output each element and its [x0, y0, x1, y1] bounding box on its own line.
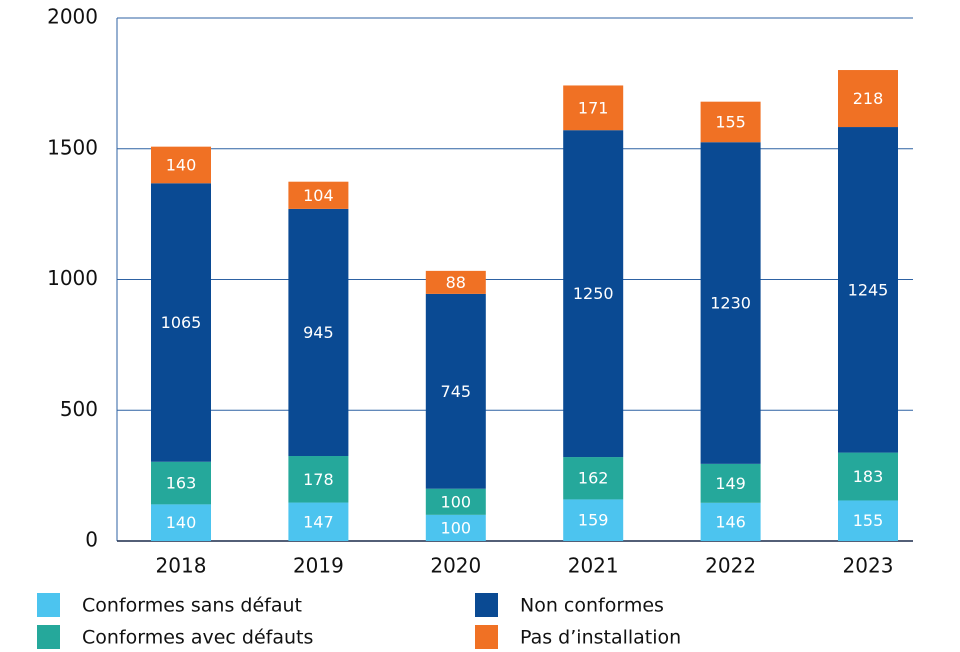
y-tick-label: 0	[85, 528, 98, 552]
bar-segment	[151, 183, 211, 462]
bar-segment	[700, 502, 761, 541]
y-tick-label: 500	[60, 397, 98, 421]
data-label: 88	[446, 273, 466, 292]
bar-segment	[151, 504, 211, 541]
x-tick-label: 2020	[430, 554, 481, 578]
legend-label: Non conformes	[520, 595, 664, 617]
data-label: 155	[853, 511, 884, 530]
bar-segment	[425, 270, 486, 294]
bar-segment	[151, 461, 211, 505]
bar-segment	[563, 457, 624, 500]
legend-swatch	[37, 625, 60, 649]
y-tick-label: 1000	[47, 266, 98, 290]
bar-segment	[425, 514, 486, 541]
bar-segment	[425, 293, 486, 489]
bar-segment	[151, 146, 211, 184]
data-label: 218	[853, 89, 884, 108]
bar-segment	[838, 70, 898, 128]
data-label: 146	[715, 512, 746, 531]
legend-swatch	[475, 625, 498, 649]
legend-swatch	[475, 593, 498, 617]
legend-swatch	[37, 593, 60, 617]
legend-label: Conformes avec défauts	[82, 627, 313, 649]
data-label: 100	[441, 492, 472, 511]
y-tick-label: 1500	[47, 135, 98, 159]
x-tick-label: 2021	[568, 554, 619, 578]
bar-segment	[288, 208, 349, 457]
data-label: 183	[853, 467, 884, 486]
data-label: 149	[715, 474, 746, 493]
legend-label: Pas d’installation	[520, 627, 681, 649]
bar-segment	[288, 181, 349, 209]
bar-segment	[700, 463, 761, 503]
data-label: 140	[166, 513, 197, 532]
data-label: 745	[441, 382, 472, 401]
data-label: 1250	[573, 284, 614, 303]
data-label: 1230	[710, 294, 751, 313]
data-label: 163	[166, 474, 197, 493]
y-tick-label: 2000	[47, 5, 98, 29]
bar-segment	[563, 130, 624, 458]
bar-segment	[700, 142, 761, 464]
bar-segment	[838, 500, 898, 541]
data-label: 104	[303, 186, 334, 205]
x-tick-label: 2018	[156, 554, 207, 578]
data-label: 178	[303, 470, 334, 489]
x-tick-label: 2023	[843, 554, 894, 578]
x-tick-label: 2019	[293, 554, 344, 578]
data-label: 1065	[161, 313, 202, 332]
data-label: 140	[166, 155, 197, 174]
x-tick-label: 2022	[705, 554, 756, 578]
bar-segment	[288, 456, 349, 503]
data-label: 945	[303, 323, 334, 342]
legend-label: Conformes sans défaut	[82, 595, 302, 617]
data-label: 147	[303, 512, 334, 531]
bar-segment	[563, 499, 624, 541]
bar-segment	[425, 488, 486, 515]
data-label: 1245	[848, 280, 889, 299]
bar-segment	[563, 85, 624, 131]
bar-segment	[700, 101, 761, 143]
data-label: 159	[578, 511, 609, 530]
data-label: 162	[578, 469, 609, 488]
bar-segment	[838, 452, 898, 501]
data-label: 100	[441, 518, 472, 537]
bar-segment	[838, 127, 898, 453]
bar-segment	[288, 502, 349, 541]
data-label: 171	[578, 98, 609, 117]
data-label: 155	[715, 112, 746, 131]
